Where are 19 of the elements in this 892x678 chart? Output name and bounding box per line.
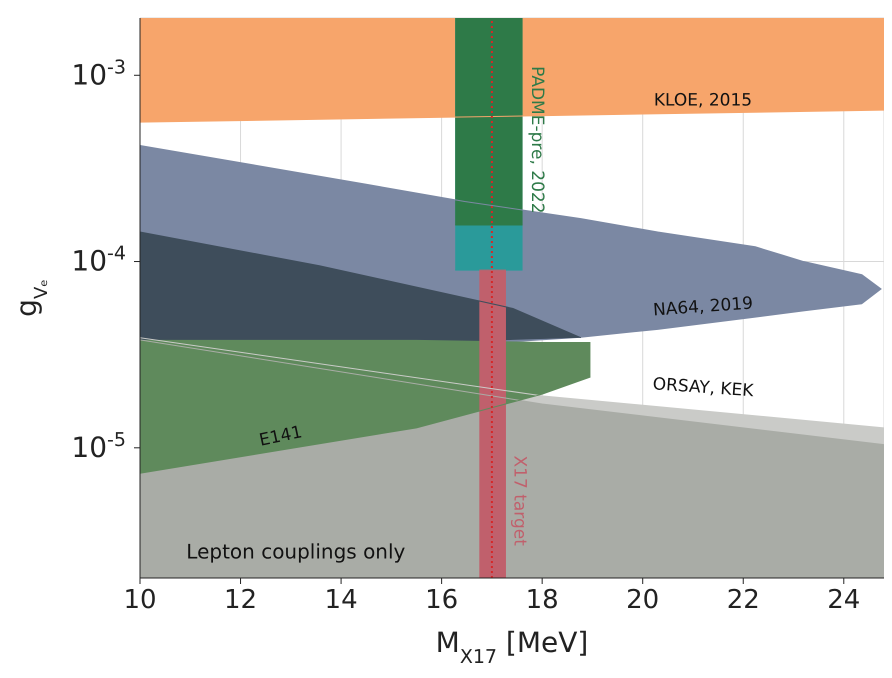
- x-tick-label: 10: [123, 585, 157, 615]
- y-tick-label: 10$^{-5}$: [71, 428, 126, 464]
- x-tick-label: 16: [425, 585, 458, 615]
- x-tick-label: 24: [827, 585, 860, 615]
- x-tick-label: 12: [224, 585, 258, 615]
- x-tick-label: 22: [726, 585, 760, 615]
- x-tick-label: 14: [324, 585, 358, 615]
- x-axis-title: M$_{X17}$ [MeV]: [436, 626, 588, 668]
- x-tick-label: 18: [526, 585, 559, 615]
- text: PADME-pre, 2022: [527, 66, 548, 214]
- text: NA64, 2019: [652, 293, 754, 320]
- series-label: ORSAY, KEK: [652, 374, 755, 401]
- annotation: Lepton couplings only: [186, 540, 406, 564]
- y-tick-label: 10$^{-3}$: [71, 56, 126, 92]
- y-tick-label: 10$^{-4}$: [71, 242, 126, 278]
- x-tick-label: 20: [626, 585, 660, 615]
- series-label: KLOE, 2015: [654, 90, 752, 110]
- text: E141: [257, 422, 304, 450]
- text: X17 target: [510, 456, 530, 546]
